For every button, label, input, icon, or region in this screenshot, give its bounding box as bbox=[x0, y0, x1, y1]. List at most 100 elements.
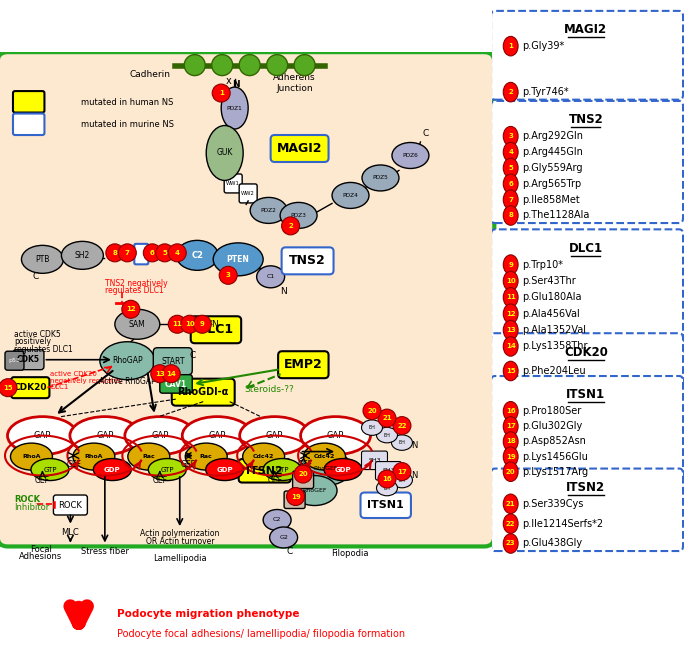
Text: p53: p53 bbox=[8, 358, 21, 363]
Text: GAP: GAP bbox=[151, 431, 168, 440]
Text: mutated in human NS: mutated in human NS bbox=[81, 97, 173, 106]
Ellipse shape bbox=[269, 527, 298, 548]
Circle shape bbox=[267, 55, 287, 75]
Circle shape bbox=[118, 244, 136, 262]
Circle shape bbox=[503, 82, 518, 102]
Text: EMP2: EMP2 bbox=[284, 358, 322, 371]
Text: 2: 2 bbox=[288, 223, 293, 229]
Circle shape bbox=[378, 470, 396, 488]
Text: 3: 3 bbox=[508, 133, 513, 139]
Text: CAV1: CAV1 bbox=[165, 380, 187, 389]
Text: 22: 22 bbox=[506, 520, 516, 526]
Text: 12: 12 bbox=[506, 311, 516, 317]
Circle shape bbox=[122, 300, 140, 318]
Text: x: x bbox=[224, 86, 228, 95]
Text: C2: C2 bbox=[273, 517, 281, 522]
Text: Lamellipodia: Lamellipodia bbox=[153, 554, 207, 563]
Text: CDK5: CDK5 bbox=[17, 355, 40, 364]
Text: N: N bbox=[280, 288, 287, 297]
Text: 18: 18 bbox=[505, 439, 516, 445]
FancyBboxPatch shape bbox=[278, 351, 328, 378]
Ellipse shape bbox=[263, 459, 301, 480]
FancyBboxPatch shape bbox=[224, 174, 242, 193]
Text: SH3: SH3 bbox=[368, 458, 381, 463]
Circle shape bbox=[503, 127, 518, 146]
FancyBboxPatch shape bbox=[239, 184, 257, 203]
Circle shape bbox=[212, 55, 233, 75]
FancyBboxPatch shape bbox=[11, 377, 49, 398]
Text: SAM: SAM bbox=[129, 320, 146, 329]
Ellipse shape bbox=[304, 443, 345, 470]
FancyBboxPatch shape bbox=[491, 333, 683, 386]
FancyBboxPatch shape bbox=[271, 135, 328, 162]
Ellipse shape bbox=[128, 443, 170, 470]
Circle shape bbox=[106, 244, 124, 262]
Text: 4: 4 bbox=[508, 149, 513, 155]
Text: ROCK: ROCK bbox=[14, 495, 40, 504]
Circle shape bbox=[294, 55, 315, 75]
Text: 1: 1 bbox=[219, 90, 224, 96]
Text: p.Arg292Gln: p.Arg292Gln bbox=[522, 131, 583, 141]
Text: p.The1128Ala: p.The1128Ala bbox=[522, 210, 590, 221]
Ellipse shape bbox=[206, 459, 244, 480]
Text: 6: 6 bbox=[150, 250, 155, 256]
FancyBboxPatch shape bbox=[491, 101, 683, 223]
FancyBboxPatch shape bbox=[53, 495, 88, 515]
Text: N: N bbox=[211, 320, 218, 329]
Text: GDP: GDP bbox=[216, 467, 233, 472]
Circle shape bbox=[503, 190, 518, 210]
Text: PDZ3: PDZ3 bbox=[291, 213, 306, 218]
Text: PDZ2: PDZ2 bbox=[261, 208, 276, 213]
Circle shape bbox=[503, 494, 518, 513]
Text: 8: 8 bbox=[508, 212, 513, 219]
Text: Adherens: Adherens bbox=[274, 73, 316, 82]
FancyBboxPatch shape bbox=[491, 469, 683, 551]
Circle shape bbox=[287, 487, 304, 506]
Ellipse shape bbox=[362, 165, 399, 191]
Ellipse shape bbox=[70, 417, 140, 454]
Text: ITSN1: ITSN1 bbox=[566, 388, 605, 402]
Text: PDZ5: PDZ5 bbox=[373, 175, 389, 180]
Text: C: C bbox=[33, 273, 39, 281]
Text: GAP: GAP bbox=[96, 431, 114, 440]
Text: Active RhoGAP: Active RhoGAP bbox=[99, 377, 156, 386]
Ellipse shape bbox=[392, 143, 429, 169]
Text: p.Ile1214Serfs*2: p.Ile1214Serfs*2 bbox=[522, 519, 603, 529]
Circle shape bbox=[503, 514, 518, 533]
Text: TNS2 negatively: TNS2 negatively bbox=[105, 279, 168, 288]
Text: regulates DLC1: regulates DLC1 bbox=[105, 286, 163, 295]
Text: 7: 7 bbox=[508, 197, 513, 202]
Text: p.Lys1517Arg: p.Lys1517Arg bbox=[522, 467, 588, 477]
Text: p.Asp852Asn: p.Asp852Asn bbox=[522, 437, 586, 447]
Text: PTB: PTB bbox=[36, 255, 50, 264]
Text: C: C bbox=[287, 547, 293, 556]
Text: Actin polymerization: Actin polymerization bbox=[140, 530, 220, 539]
Circle shape bbox=[156, 244, 174, 262]
Text: p.Arg445Gln: p.Arg445Gln bbox=[522, 147, 583, 157]
FancyBboxPatch shape bbox=[491, 11, 683, 100]
Text: p.Glu438Gly: p.Glu438Gly bbox=[522, 539, 582, 548]
Text: EH: EH bbox=[399, 440, 406, 445]
Text: GAP: GAP bbox=[34, 431, 51, 440]
Text: PDZ1: PDZ1 bbox=[227, 106, 243, 110]
Ellipse shape bbox=[10, 443, 53, 470]
Text: 2: 2 bbox=[508, 89, 513, 95]
Ellipse shape bbox=[300, 417, 371, 454]
Text: GTP: GTP bbox=[276, 467, 289, 472]
Text: 20: 20 bbox=[367, 408, 377, 413]
Text: 15: 15 bbox=[506, 368, 516, 374]
Ellipse shape bbox=[115, 310, 160, 339]
Circle shape bbox=[393, 463, 411, 480]
Text: RhoGDI-α: RhoGDI-α bbox=[178, 387, 229, 397]
Text: x: x bbox=[208, 318, 213, 327]
Ellipse shape bbox=[263, 509, 291, 530]
Circle shape bbox=[503, 447, 518, 467]
Ellipse shape bbox=[176, 240, 218, 271]
Circle shape bbox=[294, 465, 312, 483]
Text: Cadherin: Cadherin bbox=[129, 70, 170, 79]
Ellipse shape bbox=[185, 443, 227, 470]
Ellipse shape bbox=[8, 417, 77, 454]
FancyBboxPatch shape bbox=[0, 52, 495, 546]
Text: Cdc42: Cdc42 bbox=[253, 454, 274, 459]
Text: 8: 8 bbox=[112, 250, 117, 256]
